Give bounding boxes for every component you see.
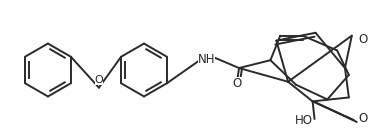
Text: HO: HO — [295, 115, 313, 127]
Text: O: O — [359, 112, 368, 125]
Text: NH: NH — [198, 53, 216, 66]
Text: O: O — [233, 77, 242, 90]
Text: O: O — [359, 33, 368, 46]
Text: O: O — [94, 75, 103, 85]
